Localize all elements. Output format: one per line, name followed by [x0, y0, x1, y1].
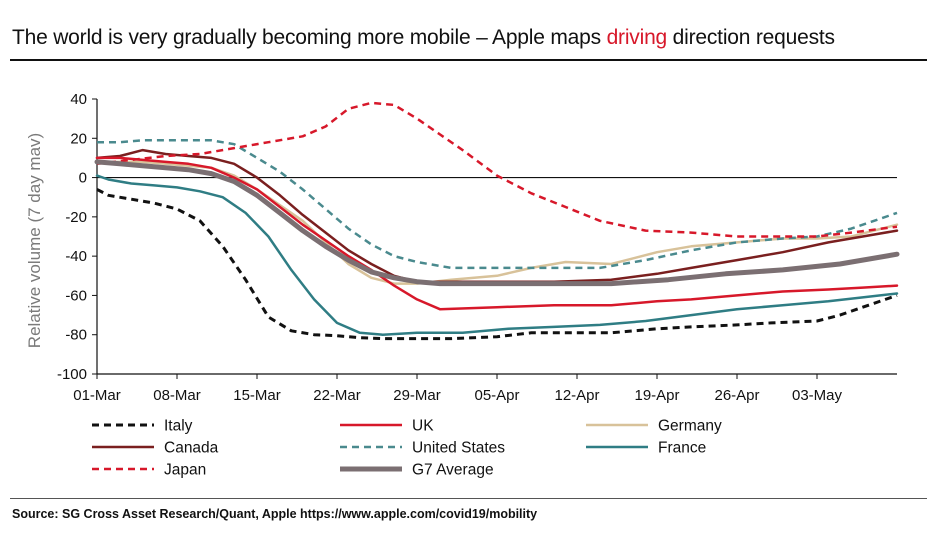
series-line-uk [95, 156, 899, 311]
y-tick-label: 40 [70, 91, 87, 108]
x-tick-label: 26-Apr [714, 387, 759, 404]
chart-title: The world is very gradually becoming mor… [12, 26, 835, 50]
legend-label: G7 Average [412, 462, 494, 479]
series-line-italy [96, 188, 898, 341]
chart-title-prefix: The world is very gradually becoming mor… [12, 26, 607, 49]
series-line-g7-average [94, 159, 900, 287]
series-layer [94, 101, 900, 341]
series-line-germany [95, 160, 899, 285]
legend-label: Japan [164, 462, 206, 479]
x-tick-label: 12-Apr [554, 387, 599, 404]
series-line-france [95, 174, 899, 336]
series-line-united-states [97, 139, 898, 270]
x-tick-label: 08-Mar [153, 387, 201, 404]
axes-layer: 40 20 0 -20 -40 -60 -80 -100 01-Mar 08-Mar 15-Mar 2… [25, 91, 897, 404]
legend-label: United States [412, 440, 505, 457]
y-tick-label: -40 [65, 248, 87, 265]
y-tick-label: 20 [70, 130, 87, 147]
source-note: Source: SG Cross Asset Research/Quant, A… [12, 507, 538, 521]
y-tick-label: -80 [65, 327, 87, 344]
title-divider [10, 59, 927, 61]
y-tick-label: -60 [65, 287, 87, 304]
x-tick-label: 05-Apr [474, 387, 519, 404]
legend-label: Canada [164, 440, 219, 457]
x-tick-label: 01-Mar [73, 387, 121, 404]
legend-label: Italy [164, 418, 193, 435]
x-tick-label: 03-May [792, 387, 843, 404]
legend-label: UK [412, 418, 434, 435]
x-tick-label: 22-Mar [313, 387, 361, 404]
y-tick-label: -20 [65, 209, 87, 226]
series-line-japan [96, 101, 898, 238]
line-chart: 40 20 0 -20 -40 -60 -80 -100 01-Mar 08-Mar 15-Mar 2… [25, 91, 900, 479]
x-tick-label: 19-Apr [634, 387, 679, 404]
series-line-canada [95, 148, 899, 283]
source-divider [10, 498, 927, 499]
chart-title-highlight: driving [606, 26, 668, 49]
legend-label: Germany [658, 418, 722, 435]
chart-title-suffix: direction requests [667, 26, 835, 49]
y-tick-label: -100 [57, 366, 87, 383]
y-axis-label: Relative volume (7 day mav) [25, 133, 44, 348]
x-tick-label: 29-Mar [393, 387, 441, 404]
legend-label: France [658, 440, 706, 457]
legend: Italy UK Germany Canada United States France J… [92, 418, 722, 479]
x-tick-label: 15-Mar [233, 387, 281, 404]
y-tick-label: 0 [79, 170, 87, 187]
